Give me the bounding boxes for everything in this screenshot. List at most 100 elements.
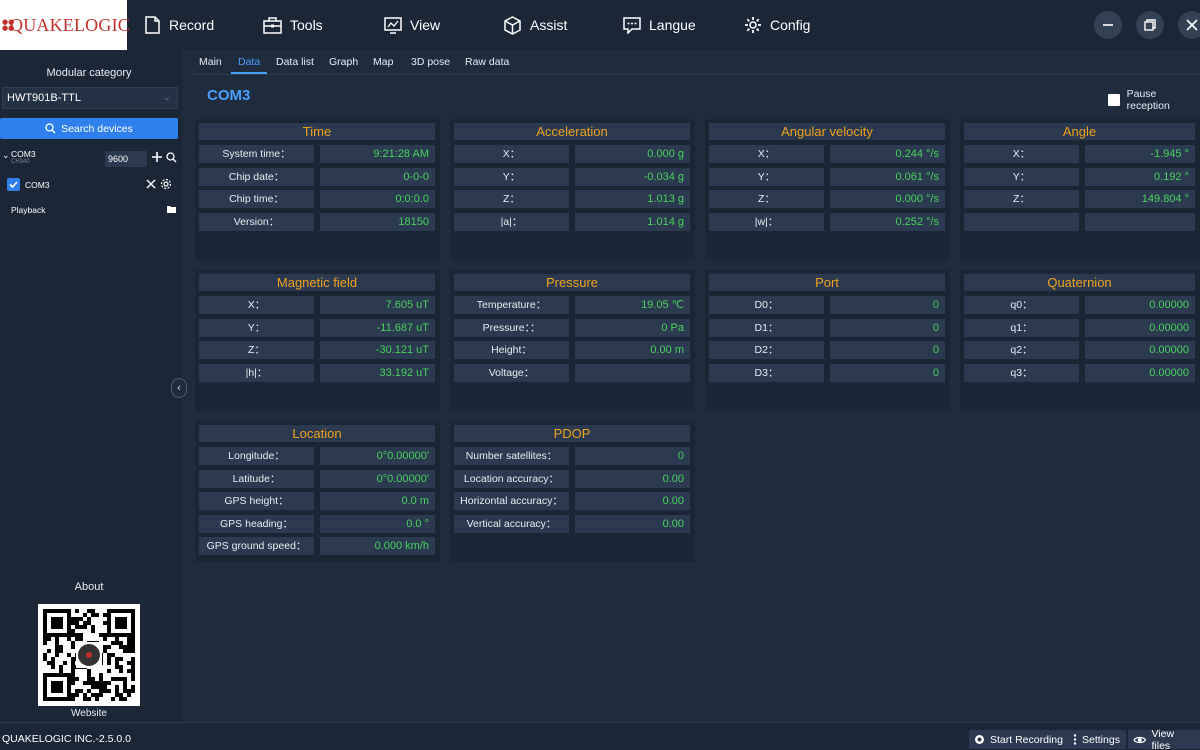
menu-langue-label: Langue: [649, 17, 696, 33]
close-button[interactable]: [1178, 11, 1200, 39]
panel-title: Time: [199, 123, 435, 140]
field-label: Horizontal accuracy：: [454, 492, 569, 510]
field-value: 0.192 °: [1085, 167, 1195, 186]
panel-quaternion: Quaternion q0： 0.00000 q1： 0.00000 q2： 0.00000…: [960, 270, 1200, 411]
field-label: Z：: [964, 190, 1079, 208]
document-icon: [145, 16, 160, 34]
menu-record[interactable]: Record: [144, 0, 214, 50]
playback-folder-button[interactable]: [166, 204, 177, 217]
device-checkbox[interactable]: [7, 178, 20, 191]
panel-title: Location: [199, 425, 435, 442]
panel-title: Angle: [964, 123, 1195, 140]
panel-title: Acceleration: [454, 123, 690, 140]
field-value: 1.013 g: [575, 190, 690, 208]
baud-rate-select[interactable]: 9600: [105, 151, 147, 167]
restore-icon: [1144, 19, 1156, 31]
panel-pdop: PDOP Number satellites： 0 Location accuracy…: [450, 421, 695, 562]
settings-button[interactable]: Settings: [1068, 730, 1126, 749]
menu-view[interactable]: View: [384, 0, 440, 50]
panel-title: Pressure: [454, 274, 690, 291]
field-label: q0：: [964, 296, 1079, 314]
gear-icon: [160, 178, 172, 190]
field-value: 0.244 °/s: [830, 145, 945, 163]
record-icon: [975, 735, 984, 744]
field-label: GPS height：: [199, 492, 314, 510]
playback-label[interactable]: Playback: [11, 205, 46, 215]
field-label: |a|：: [454, 212, 569, 231]
qr-code-image[interactable]: [38, 604, 140, 706]
field-value: 0°0.00000': [320, 469, 435, 488]
chevron-down-icon[interactable]: ⌄: [2, 150, 10, 160]
panel-magnetic-field: Magnetic field X： 7.605 uT Y： -11.687 uT Z： -3…: [195, 270, 440, 411]
field-value: 0°0.00000': [320, 447, 435, 465]
field-value: 7.605 uT: [320, 296, 435, 314]
tab-raw-data[interactable]: Raw data: [465, 56, 510, 68]
menu-assist[interactable]: Assist: [503, 0, 567, 50]
view-files-button[interactable]: View files: [1128, 728, 1200, 750]
field-label: Z：: [709, 190, 824, 208]
tab-main[interactable]: Main: [199, 56, 222, 68]
search-port-button[interactable]: [166, 152, 177, 166]
add-device-button[interactable]: [151, 151, 163, 166]
gear-icon: [745, 17, 761, 33]
field-label: GPS ground speed：: [199, 537, 314, 555]
field-value: 0.0 m: [320, 492, 435, 510]
pause-reception-label: Pause reception: [1126, 88, 1170, 112]
check-icon: [9, 181, 18, 189]
menu-config-label: Config: [770, 17, 811, 33]
app-logo: ●● ●● QUAKELOGIC: [0, 0, 130, 50]
menu-config[interactable]: Config: [744, 0, 810, 50]
plus-icon: [152, 152, 162, 162]
field-value: 0.00000: [1085, 318, 1195, 337]
status-bar: QUAKELOGIC INC.-2.5.0.0 Start Recording …: [0, 722, 1200, 750]
panel-title: Magnetic field: [199, 274, 435, 291]
panel-acceleration: Acceleration X： 0.000 g Y： -0.034 g Z： 1.013 g…: [450, 119, 695, 260]
remove-device-button[interactable]: [146, 179, 156, 192]
panel-angle: Angle X： -1.945 ° Y： 0.192 ° Z： 149.804 °: [960, 119, 1200, 260]
monitor-chart-icon: [384, 16, 402, 34]
field-value: -30.121 uT: [320, 341, 435, 359]
search-devices-label: Search devices: [61, 122, 133, 135]
field-value: 0: [575, 447, 690, 465]
device-settings-button[interactable]: [160, 178, 172, 193]
field-value: 0.061 °/s: [830, 167, 945, 186]
version-text: QUAKELOGIC INC.-2.5.0.0: [2, 733, 131, 745]
close-icon: [146, 179, 156, 189]
tab-graph[interactable]: Graph: [329, 56, 359, 68]
search-devices-button[interactable]: Search devices: [0, 118, 178, 139]
tab-bar: Main Data Data list Graph Map 3D pose Ra…: [190, 50, 1200, 75]
field-value: [1085, 212, 1195, 231]
maximize-button[interactable]: [1136, 11, 1164, 39]
panel-time: Time System time： 9:21:28 AM Chip date： 0-0-…: [195, 119, 440, 260]
model-select[interactable]: HWT901B-TTL ⌄: [2, 87, 178, 109]
panel-title: Port: [709, 274, 945, 291]
pause-reception-checkbox[interactable]: Pause reception: [1108, 88, 1200, 112]
field-label: X：: [199, 296, 314, 314]
field-value: 0:0:0.0: [320, 190, 435, 208]
field-label: GPS heading：: [199, 514, 314, 533]
collapse-sidebar-button[interactable]: ‹: [171, 378, 187, 398]
folder-icon: [167, 206, 176, 213]
panel-title: Angular velocity: [709, 123, 945, 140]
chat-icon: [623, 16, 641, 34]
menu-langue[interactable]: Langue: [623, 0, 696, 50]
field-value: 0.00: [575, 514, 690, 533]
cube-icon: [504, 15, 521, 35]
panel-title: PDOP: [454, 425, 690, 442]
tab-3d-pose[interactable]: 3D pose: [411, 56, 451, 68]
tab-data-list[interactable]: Data list: [276, 56, 314, 68]
field-value: 0 Pa: [575, 318, 690, 337]
start-recording-button[interactable]: Start Recording: [969, 730, 1069, 749]
field-value: 0.000 g: [575, 145, 690, 163]
minimize-button[interactable]: [1094, 11, 1122, 39]
field-label: Number satellites：: [454, 447, 569, 465]
field-label: D2：: [709, 341, 824, 359]
menu-assist-label: Assist: [530, 17, 568, 33]
field-value: [575, 363, 690, 382]
field-label: Z：: [199, 341, 314, 359]
tab-data[interactable]: Data: [238, 56, 261, 68]
menu-tools[interactable]: Tools: [263, 0, 323, 50]
chevron-left-icon: ‹: [177, 382, 181, 394]
tab-map[interactable]: Map: [373, 56, 394, 68]
panel-location: Location Longitude： 0°0.00000' Latitude： 0°0…: [195, 421, 440, 562]
